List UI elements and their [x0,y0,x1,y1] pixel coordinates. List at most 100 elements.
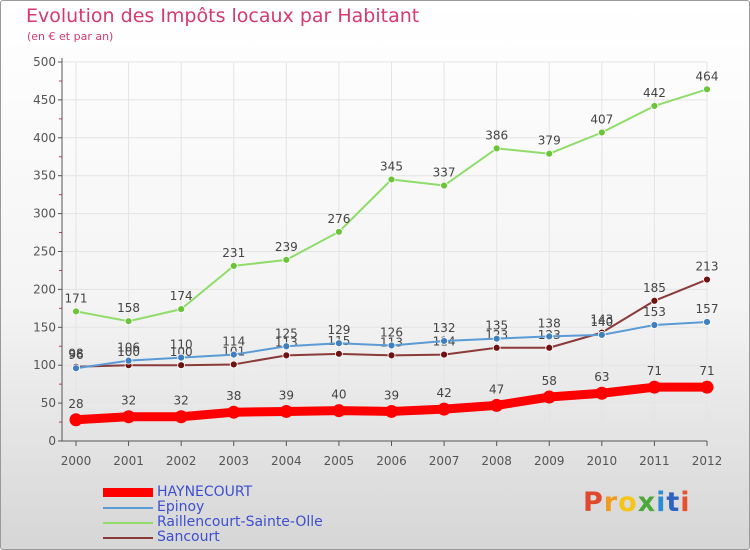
y-tick-label: 50 [41,396,56,410]
x-tick-label: 2008 [481,454,512,468]
chart-subtitle: (en € et par an) [27,30,114,43]
logo-letter: o [618,487,638,518]
chart-title: Evolution des Impôts locaux par Habitant [26,5,420,27]
data-label-raillencourt-sainte-olle: 158 [117,301,140,315]
data-label-epinoy: 157 [696,302,719,316]
data-label-raillencourt-sainte-olle: 174 [170,289,193,303]
data-label-epinoy: 96 [68,348,83,362]
data-point-sancourt [177,361,186,370]
legend-label-sancourt: Sancourt [157,529,220,545]
data-label-raillencourt-sainte-olle: 231 [222,246,245,260]
data-point-sancourt [229,360,238,369]
data-point-sancourt [650,296,659,305]
data-point-epinoy [545,332,554,341]
data-label-haynecourt: 40 [331,388,346,402]
data-point-haynecourt [69,413,83,427]
data-label-haynecourt: 32 [174,394,189,408]
data-point-epinoy [597,330,606,339]
y-tick-label: 250 [33,245,56,259]
data-label-raillencourt-sainte-olle: 276 [327,212,350,226]
x-tick-label: 2004 [271,454,302,468]
data-point-raillencourt-sainte-olle [440,181,448,190]
data-point-haynecourt [647,380,661,394]
data-label-haynecourt: 42 [436,386,451,400]
data-label-haynecourt: 58 [542,374,557,388]
data-label-haynecourt: 71 [647,364,662,378]
x-tick-label: 2001 [113,454,144,468]
legend-item-raillencourt: Raillencourt-Sainte-Olle [103,515,323,530]
data-point-sancourt [387,351,396,360]
data-label-epinoy: 129 [327,323,350,337]
data-point-sancourt [335,349,343,358]
y-tick-label: 100 [33,358,56,372]
data-point-raillencourt-sainte-olle [335,227,343,236]
data-point-raillencourt-sainte-olle [492,144,501,153]
data-label-raillencourt-sainte-olle: 386 [485,128,508,142]
data-label-epinoy: 114 [222,335,245,349]
x-tick-label: 2009 [534,454,565,468]
data-point-sancourt [703,275,711,284]
data-point-haynecourt [174,410,188,424]
y-tick-label: 400 [33,131,56,145]
data-point-raillencourt-sainte-olle [545,149,554,158]
y-tick-label: 200 [33,282,56,296]
data-point-haynecourt [437,402,451,416]
data-point-haynecourt [279,404,293,418]
y-tick-label: 350 [33,169,56,183]
legend-item-sancourt: Sancourt [103,530,323,545]
x-tick-label: 2000 [61,454,92,468]
data-label-raillencourt-sainte-olle: 345 [380,159,403,173]
x-tick-label: 2005 [324,454,355,468]
data-label-sancourt: 143 [590,313,613,327]
legend-swatch-epinoy [103,506,153,509]
y-tick-label: 300 [33,207,56,221]
legend-item-haynecourt: HAYNECOURT [103,485,323,500]
logo-letter: i [680,487,691,518]
data-label-haynecourt: 39 [384,388,399,402]
data-point-raillencourt-sainte-olle [597,128,606,137]
data-point-raillencourt-sainte-olle [703,85,711,94]
y-tick-label: 0 [48,434,56,448]
data-label-haynecourt: 63 [594,370,609,384]
data-label-epinoy: 153 [643,305,666,319]
data-point-epinoy [703,318,711,326]
data-point-sancourt [282,351,291,360]
data-label-epinoy: 110 [170,338,193,352]
legend-label-haynecourt: HAYNECOURT [157,484,253,500]
data-point-haynecourt [385,404,398,418]
data-point-epinoy [492,334,501,343]
data-label-epinoy: 106 [117,341,140,355]
logo-letter: x [637,487,657,518]
data-point-haynecourt [595,386,609,400]
data-point-sancourt [440,350,448,359]
data-point-epinoy [72,364,80,373]
data-point-sancourt [492,343,501,352]
data-point-epinoy [282,342,291,351]
legend: HAYNECOURT Epinoy Raillencourt-Sainte-Ol… [103,485,323,545]
legend-swatch-raillencourt [103,521,153,524]
x-tick-label: 2010 [587,454,618,468]
data-point-raillencourt-sainte-olle [124,317,133,326]
data-point-raillencourt-sainte-olle [387,175,396,184]
x-tick-label: 2007 [429,454,460,468]
logo-letter: t [666,487,681,518]
data-label-sancourt: 213 [696,260,719,274]
data-point-raillencourt-sainte-olle [229,262,238,270]
data-label-raillencourt-sainte-olle: 379 [538,134,561,148]
legend-swatch-haynecourt [103,488,153,497]
data-point-raillencourt-sainte-olle [72,307,80,316]
logo-letter: P [583,487,604,518]
data-point-epinoy [124,356,133,365]
data-label-sancourt: 100 [170,345,193,359]
y-tick-label: 450 [33,93,56,107]
data-label-raillencourt-sainte-olle: 442 [643,86,666,100]
legend-label-epinoy: Epinoy [157,499,205,515]
logo-letter: r [603,487,619,518]
data-point-haynecourt [227,405,241,419]
data-point-epinoy [335,339,343,348]
proxiti-logo: Proxiti [583,487,691,518]
data-point-raillencourt-sainte-olle [177,305,186,314]
data-label-haynecourt: 47 [489,382,504,396]
data-label-haynecourt: 28 [68,397,83,411]
data-point-haynecourt [700,380,714,394]
